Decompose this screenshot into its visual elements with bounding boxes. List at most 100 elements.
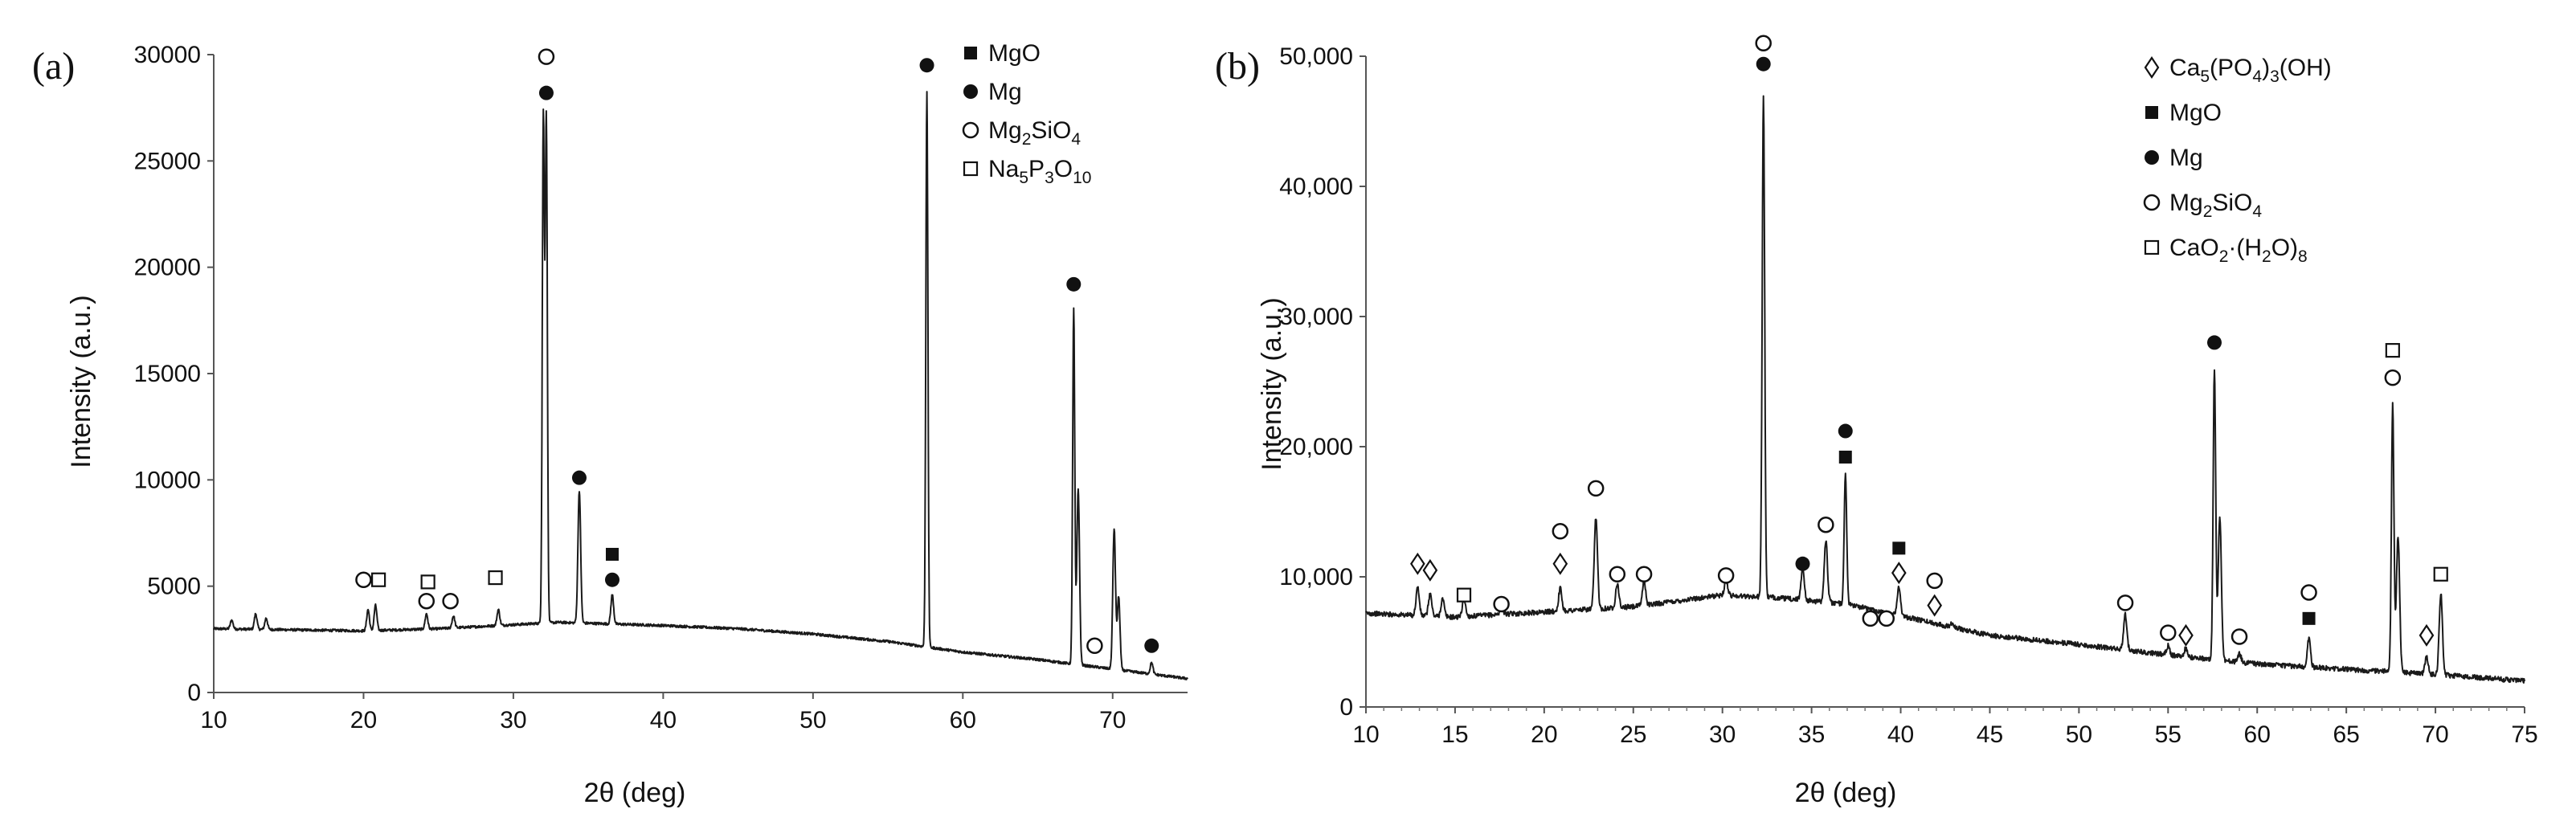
phase-marker-open-circle	[1818, 516, 1834, 533]
legend-marker-open-square	[2144, 239, 2160, 255]
legend-entry: Mg	[2169, 145, 2203, 171]
phase-marker-filled-circle	[1144, 638, 1159, 653]
phase-marker-open-circle	[355, 571, 372, 588]
panel-a-label: (a)	[32, 45, 75, 88]
phase-marker-open-diamond	[1891, 562, 1907, 585]
x-tick-label: 20	[1531, 721, 1557, 748]
panel-b-phase-markers	[1410, 35, 2448, 647]
x-tick-label: 20	[350, 707, 377, 733]
legend-text: Mg	[988, 117, 1022, 144]
legend-subscript: 2	[2219, 247, 2229, 266]
x-tick-label: 25	[1620, 721, 1646, 748]
y-tick-label: 50,000	[1279, 43, 1353, 70]
panel-a-chart: (a) Intensity (a.u.) 2θ (deg) 10 20 30 40 50…	[32, 40, 1188, 808]
x-tick-label: 45	[1977, 721, 2003, 748]
legend-subscript: 4	[2252, 202, 2262, 221]
panel-b-x-axis-title: 2θ (deg)	[1795, 778, 1897, 808]
phase-marker-open-circle	[1878, 610, 1895, 627]
y-tick-label: 30,000	[1279, 304, 1353, 330]
legend-entry: Mg	[988, 79, 1022, 105]
y-tick-label: 30000	[134, 42, 201, 68]
x-tick-label: 60	[950, 707, 976, 733]
phase-marker-open-diamond	[2178, 623, 2194, 647]
panel-b-label: (b)	[1215, 45, 1260, 88]
phase-marker-filled-circle	[1838, 423, 1853, 439]
y-tick-label: 10000	[134, 467, 201, 493]
phase-marker-open-circle	[1552, 523, 1569, 540]
x-tick-label: 75	[2511, 721, 2537, 748]
legend-text: Ca	[2169, 55, 2201, 81]
phase-marker-open-circle	[1926, 572, 1943, 590]
x-tick-label: 35	[1798, 721, 1825, 748]
legend-marker-open-square	[963, 161, 979, 177]
legend-entry: Na5P3O10	[988, 156, 1091, 187]
legend-marker-open-circle	[2143, 194, 2161, 211]
legend-marker-filled-square	[964, 47, 977, 59]
x-tick-label: 50	[799, 707, 826, 733]
legend-text: SiO	[1031, 117, 1071, 144]
phase-marker-filled-circle	[571, 470, 587, 485]
panel-b-series	[1365, 95, 2525, 684]
phase-marker-filled-circle	[1066, 276, 1082, 292]
x-tick-label: 30	[500, 707, 526, 733]
xrd-pattern-line	[1365, 95, 2525, 684]
xrd-pattern-line	[213, 91, 1188, 680]
phase-marker-filled-circle	[919, 58, 934, 73]
phase-marker-open-circle	[2116, 594, 2134, 611]
legend-marker-filled-circle	[963, 84, 978, 99]
y-tick-label: 20000	[134, 255, 201, 281]
legend-subscript: 3	[2270, 67, 2280, 86]
phase-marker-open-circle	[1587, 480, 1605, 497]
legend-entry: Ca5(PO4)3(OH)	[2169, 55, 2332, 86]
phase-marker-open-diamond	[1410, 552, 1425, 575]
y-tick-label: 0	[187, 680, 201, 706]
x-tick-label: 55	[2155, 721, 2181, 748]
phase-marker-open-circle	[1635, 566, 1653, 583]
legend-marker-open-diamond	[2144, 56, 2160, 79]
phase-marker-open-circle	[1862, 610, 1879, 627]
x-tick-label: 15	[1441, 721, 1468, 748]
phase-marker-open-circle	[442, 592, 459, 610]
phase-marker-open-circle	[2230, 628, 2248, 645]
phase-marker-open-square	[2385, 343, 2400, 358]
legend-marker-filled-circle	[2145, 150, 2159, 165]
phase-marker-filled-circle	[1795, 556, 1810, 571]
panel-a-series	[213, 91, 1188, 680]
phase-marker-open-circle	[1755, 35, 1772, 52]
phase-marker-filled-square	[1838, 450, 1852, 464]
legend-subscript: 8	[2298, 247, 2308, 266]
phase-marker-filled-square	[2302, 611, 2316, 625]
y-tick-label: 0	[1339, 694, 1353, 721]
phase-marker-open-square	[371, 572, 386, 587]
phase-marker-filled-circle	[2206, 335, 2222, 350]
legend-text: (PO	[2210, 55, 2252, 81]
y-tick-label: 15000	[134, 361, 201, 387]
phase-marker-open-circle	[418, 592, 435, 610]
panel-b-y-axis-title: Intensity (a.u.)	[1257, 297, 1287, 470]
panel-b-ticks: 10 15 20 25 30 35 40 45 50 55 60 65 70 75010,00020,00…	[1279, 43, 2537, 748]
legend-subscript: 2	[1022, 130, 1032, 149]
phase-marker-open-circle	[538, 48, 555, 65]
phase-marker-open-diamond	[1552, 552, 1568, 575]
phase-marker-open-square	[488, 570, 503, 586]
x-tick-label: 40	[1887, 721, 1914, 748]
legend-subscript: 3	[1045, 169, 1054, 187]
legend-entry: MgO	[988, 40, 1041, 67]
y-tick-label: 25000	[134, 148, 201, 174]
x-tick-label: 50	[2066, 721, 2092, 748]
legend-text: SiO	[2212, 190, 2252, 216]
legend-subscript: 4	[2252, 67, 2262, 86]
x-tick-label: 65	[2333, 721, 2359, 748]
legend-entry: Mg2SiO4	[2169, 190, 2262, 221]
legend-text: Na	[988, 156, 1020, 182]
panel-a-phase-markers	[355, 48, 1159, 655]
legend-text: MgO	[2169, 100, 2222, 126]
phase-marker-open-circle	[1717, 567, 1735, 584]
legend-text: O	[1054, 156, 1073, 182]
phase-marker-open-circle	[2160, 624, 2177, 641]
x-tick-label: 70	[1099, 707, 1126, 733]
phase-marker-filled-circle	[604, 572, 619, 587]
legend-text: Mg	[2169, 190, 2203, 216]
